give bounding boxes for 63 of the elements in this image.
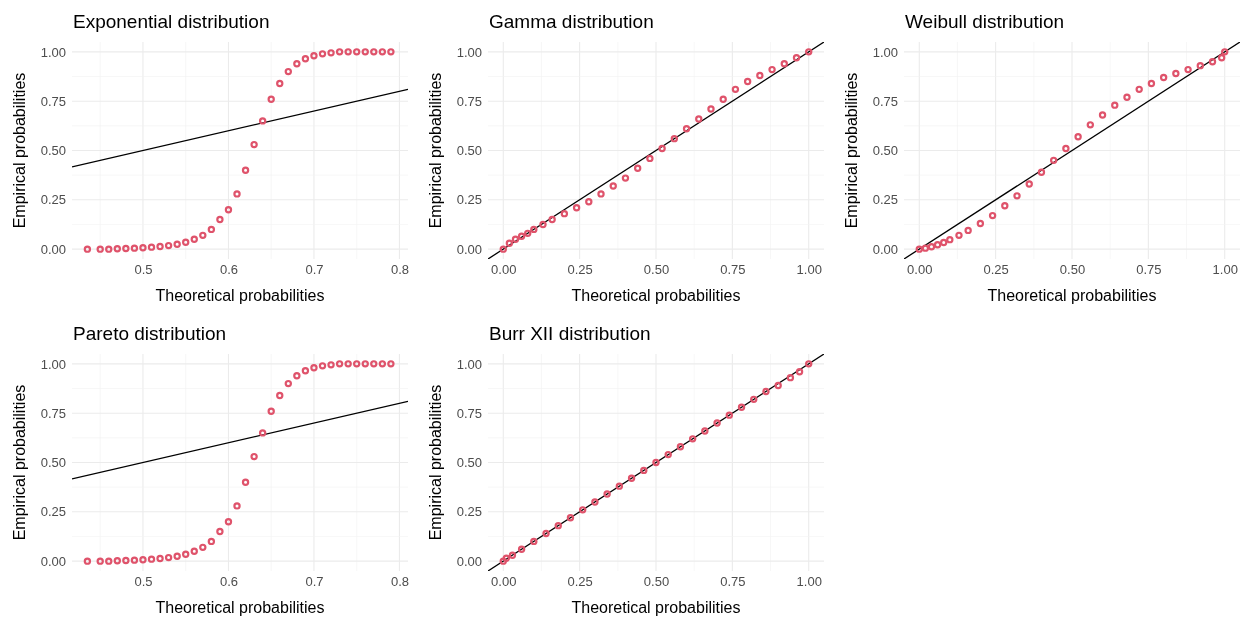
x-axis-title: Theoretical probabilities [571, 599, 741, 616]
y-axis-title: Empirical probabilities [843, 72, 860, 229]
x-axis-title: Theoretical probabilities [155, 287, 325, 304]
y-tick-label: 0.00 [40, 241, 66, 257]
y-tick-label: 0.25 [456, 504, 482, 520]
y-tick-label: 1.00 [456, 44, 482, 60]
y-tick-label: 0.00 [456, 553, 482, 569]
x-axis-title: Theoretical probabilities [987, 287, 1157, 304]
x-tick-label: 0.7 [305, 262, 324, 278]
y-tick-label: 0.75 [456, 405, 482, 421]
x-tick-label: 0.25 [983, 262, 1009, 278]
y-axis-title: Empirical probabilities [427, 72, 444, 229]
x-tick-label: 0.75 [720, 574, 746, 590]
y-tick-label: 0.75 [456, 93, 482, 109]
x-tick-label: 1.00 [1212, 262, 1238, 278]
x-tick-label: 0.5 [134, 262, 153, 278]
x-tick-label: 0.6 [219, 262, 238, 278]
x-tick-label: 0.8 [390, 262, 409, 278]
y-tick-label: 0.25 [456, 192, 482, 208]
chart-title: Weibull distribution [905, 11, 1065, 32]
y-tick-label: 0.25 [872, 192, 898, 208]
x-tick-label: 0.00 [491, 574, 517, 590]
chart-title: Gamma distribution [489, 11, 654, 32]
x-tick-label: 1.00 [796, 574, 822, 590]
y-axis-title: Empirical probabilities [11, 384, 28, 541]
x-tick-label: 0.00 [907, 262, 933, 278]
y-tick-label: 0.75 [872, 93, 898, 109]
y-tick-label: 0.25 [40, 504, 66, 520]
y-tick-label: 0.00 [40, 553, 66, 569]
y-tick-label: 1.00 [40, 44, 66, 60]
y-tick-label: 0.75 [40, 93, 66, 109]
x-tick-label: 0.5 [134, 574, 153, 590]
y-tick-label: 0.50 [40, 143, 66, 159]
y-tick-label: 1.00 [456, 356, 482, 372]
y-tick-label: 0.00 [456, 241, 482, 257]
chart-title: Burr XII distribution [489, 323, 651, 344]
y-tick-label: 1.00 [40, 356, 66, 372]
x-tick-label: 0.75 [1136, 262, 1162, 278]
x-tick-label: 0.50 [643, 574, 670, 590]
chart-title: Exponential distribution [73, 11, 270, 32]
x-tick-label: 0.25 [567, 262, 593, 278]
x-tick-label: 0.50 [1059, 262, 1086, 278]
x-axis-title: Theoretical probabilities [571, 287, 741, 304]
y-tick-label: 0.50 [456, 455, 482, 471]
y-tick-label: 0.25 [40, 192, 66, 208]
x-tick-label: 1.00 [796, 262, 822, 278]
x-tick-label: 0.00 [491, 262, 517, 278]
x-axis-title: Theoretical probabilities [155, 599, 325, 616]
chart-title: Pareto distribution [73, 323, 227, 344]
x-tick-label: 0.75 [720, 262, 746, 278]
y-tick-label: 0.00 [872, 241, 898, 257]
y-tick-label: 0.50 [872, 143, 898, 159]
y-tick-label: 0.50 [456, 143, 482, 159]
y-axis-title: Empirical probabilities [11, 72, 28, 229]
y-axis-title: Empirical probabilities [427, 384, 444, 541]
x-tick-label: 0.25 [567, 574, 593, 590]
x-tick-label: 0.8 [390, 574, 409, 590]
x-tick-label: 0.7 [305, 574, 324, 590]
x-tick-label: 0.50 [643, 262, 670, 278]
x-tick-label: 0.6 [219, 574, 238, 590]
y-tick-label: 0.75 [40, 405, 66, 421]
y-tick-label: 0.50 [40, 455, 66, 471]
y-tick-label: 1.00 [872, 44, 898, 60]
